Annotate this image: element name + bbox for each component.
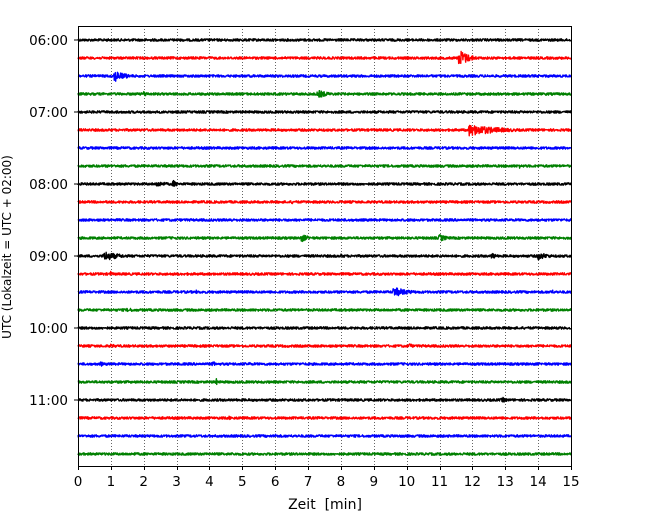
- x-tick-label-6: 6: [271, 474, 280, 490]
- y-tick-label-5: 11:00: [29, 393, 68, 409]
- trace-0645: [77, 90, 572, 98]
- y-axis: 06:00 07:00 08:00 09:00 10:00 11:00: [29, 33, 78, 409]
- trace-0930: [77, 287, 572, 297]
- trace-1000: [77, 326, 572, 330]
- trace-0830: [77, 218, 572, 222]
- trace-0815: [77, 200, 572, 205]
- x-tick-label-3: 3: [172, 474, 181, 490]
- trace-0730: [77, 146, 572, 150]
- x-tick-label-2: 2: [139, 474, 148, 490]
- trace-0945: [77, 307, 572, 313]
- trace-0600: [77, 38, 572, 42]
- trace-0915: [77, 270, 572, 276]
- trace-0900: [77, 251, 572, 261]
- x-tick-label-11: 11: [431, 474, 448, 490]
- trace-0700: [77, 110, 572, 114]
- plot-frame: [78, 26, 572, 467]
- trace-1100: [77, 396, 572, 403]
- trace-1030: [77, 361, 572, 367]
- x-tick-label-15: 15: [562, 474, 579, 490]
- x-tick-label-14: 14: [530, 474, 547, 490]
- x-axis-title: Zeit [min]: [288, 497, 362, 513]
- trace-0630: [77, 71, 572, 82]
- trace-0715: [77, 124, 572, 137]
- trace-0800: [77, 179, 572, 187]
- trace-1115: [77, 415, 572, 421]
- x-axis: 0 1 2 3 4 5 6 7 8 9 10 11 12 13 14 15: [74, 466, 580, 490]
- y-tick-label-4: 10:00: [29, 321, 68, 337]
- trace-0615: [77, 50, 572, 65]
- x-tick-label-12: 12: [464, 474, 481, 490]
- x-tick-label-0: 0: [74, 474, 83, 490]
- trace-1015: [77, 343, 572, 348]
- x-tick-label-5: 5: [238, 474, 247, 490]
- trace-0845: [77, 234, 572, 243]
- x-tick-label-7: 7: [304, 474, 313, 490]
- x-tick-label-9: 9: [370, 474, 379, 490]
- x-tick-label-1: 1: [107, 474, 116, 490]
- trace-1130: [77, 433, 572, 438]
- x-tick-label-13: 13: [497, 474, 514, 490]
- trace-layer: [77, 38, 572, 456]
- y-tick-label-1: 07:00: [29, 105, 68, 121]
- trace-0745: [77, 164, 572, 169]
- y-tick-label-3: 09:00: [29, 249, 68, 265]
- x-tick-label-4: 4: [205, 474, 214, 490]
- x-tick-label-8: 8: [337, 474, 346, 490]
- y-tick-label-0: 06:00: [29, 33, 68, 49]
- trace-1145: [77, 451, 572, 456]
- grid-lines: [111, 26, 539, 466]
- x-tick-label-10: 10: [398, 474, 415, 490]
- y-tick-label-2: 08:00: [29, 177, 68, 193]
- trace-1045: [77, 378, 572, 386]
- y-axis-title: UTC (Lokalzeit = UTC + 02:00): [0, 155, 14, 339]
